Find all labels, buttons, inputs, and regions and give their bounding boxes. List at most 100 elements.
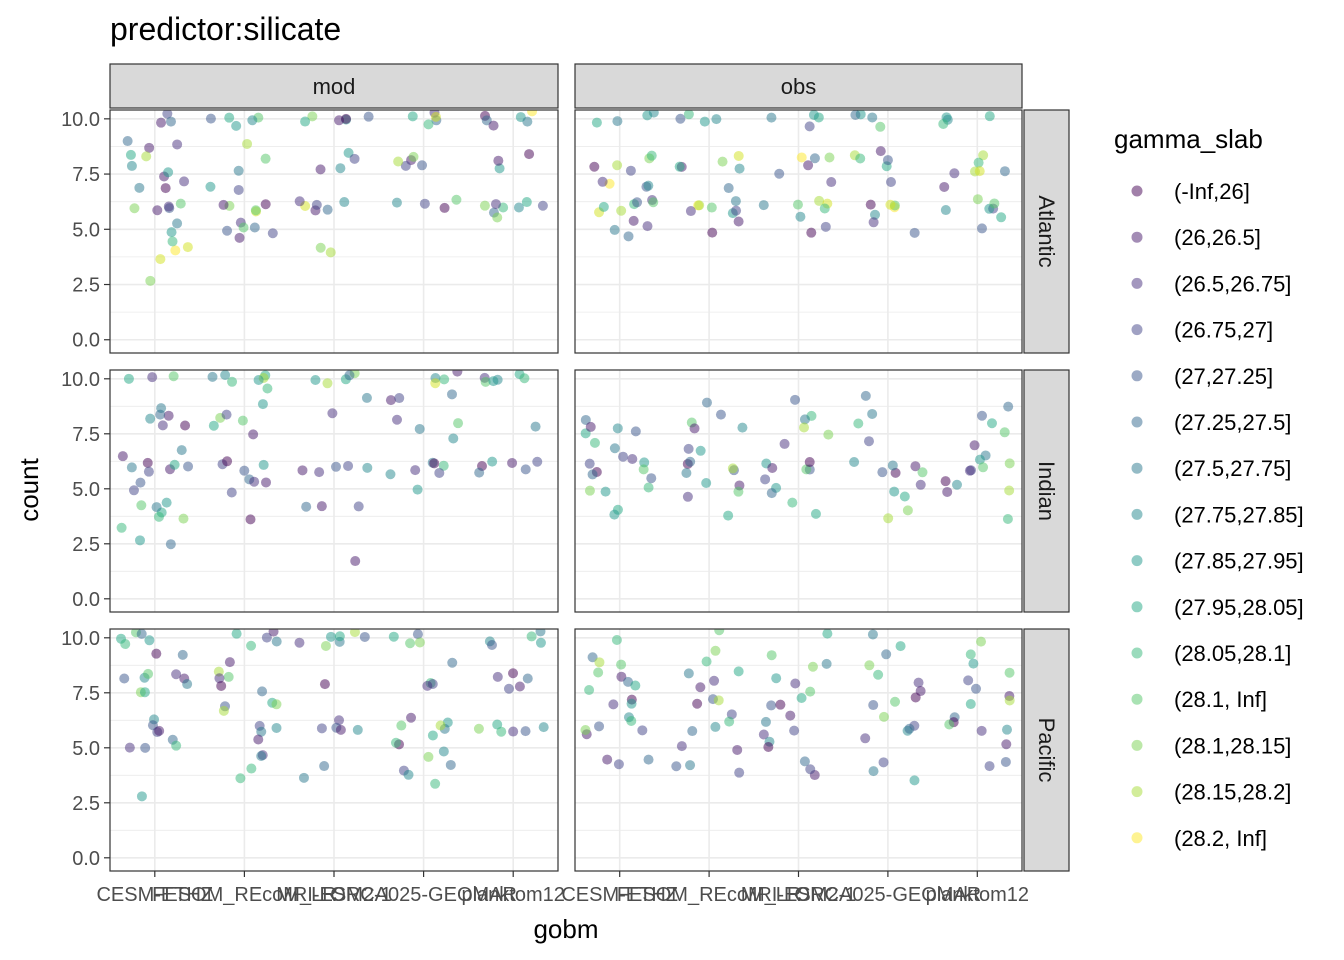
- data-point: [737, 422, 748, 433]
- data-point: [435, 720, 446, 731]
- legend-key: [1131, 416, 1143, 428]
- data-point: [207, 371, 218, 382]
- data-point: [865, 199, 876, 210]
- data-point: [315, 164, 326, 175]
- data-point: [145, 275, 156, 286]
- data-point: [1004, 485, 1015, 496]
- legend-key: [1131, 739, 1143, 751]
- data-point: [492, 212, 503, 223]
- data-point: [675, 113, 686, 124]
- data-point: [628, 215, 639, 226]
- data-point: [766, 488, 777, 499]
- data-point: [699, 116, 710, 127]
- data-point: [819, 203, 830, 214]
- data-point: [676, 741, 687, 752]
- x-tick-label: CESM-ETHZ: [561, 884, 678, 906]
- data-point: [942, 486, 953, 497]
- legend-label: (28.2, Inf]: [1174, 826, 1267, 851]
- y-tick-label: 2.5: [72, 275, 100, 297]
- data-point: [584, 485, 595, 496]
- data-point: [625, 165, 636, 176]
- data-point: [609, 509, 620, 520]
- data-point: [119, 673, 130, 684]
- legend-key: [1131, 508, 1143, 520]
- data-point: [335, 724, 346, 735]
- data-point: [805, 764, 816, 775]
- data-point: [427, 730, 438, 741]
- data-point: [790, 394, 801, 405]
- axes: 0.0 2.5 5.0 7.5 10.0 0.0 2.5 5.0 7.5 10.0 0.0 2.5 5.…: [61, 109, 1029, 906]
- x-tick-label: planktom12: [926, 884, 1029, 906]
- data-point: [584, 685, 595, 696]
- data-point: [589, 437, 600, 448]
- data-point: [261, 632, 272, 643]
- data-point: [796, 152, 807, 163]
- data-point: [616, 659, 627, 670]
- data-point: [913, 677, 924, 688]
- legend-item: (26.5,26.75]: [1131, 271, 1291, 296]
- data-point: [1000, 756, 1011, 767]
- data-point: [260, 153, 271, 164]
- data-point: [774, 168, 785, 179]
- data-point: [823, 429, 834, 440]
- legend-key: [1131, 370, 1143, 382]
- data-point: [172, 218, 183, 229]
- data-point: [446, 389, 457, 400]
- data-point: [353, 501, 364, 512]
- data-point: [860, 733, 871, 744]
- data-point: [648, 197, 659, 208]
- legend-label: (27.5,27.75]: [1174, 456, 1291, 481]
- data-point: [361, 392, 372, 403]
- row-strip-label: Atlantic: [1034, 195, 1059, 267]
- data-point: [126, 462, 137, 473]
- data-point: [875, 146, 886, 157]
- data-point: [877, 467, 888, 478]
- legend-key: [1131, 832, 1143, 844]
- data-point: [339, 197, 350, 208]
- data-point: [147, 372, 158, 383]
- data-point: [714, 629, 725, 636]
- data-point: [496, 726, 507, 737]
- legend-key: [1131, 555, 1143, 567]
- data-point: [414, 423, 425, 434]
- data-point: [805, 686, 816, 697]
- data-point: [155, 254, 166, 265]
- legend-key: [1131, 601, 1143, 613]
- data-point: [408, 151, 419, 162]
- data-point: [976, 725, 987, 736]
- data-point: [864, 660, 875, 671]
- data-point: [806, 227, 817, 238]
- data-point: [710, 721, 721, 732]
- data-point: [341, 113, 352, 124]
- data-point: [473, 723, 484, 734]
- data-point: [249, 476, 260, 487]
- data-point: [758, 729, 769, 740]
- legend-item: (27.25,27.5]: [1131, 410, 1291, 435]
- data-point: [134, 182, 145, 193]
- data-point: [711, 114, 722, 125]
- data-point: [899, 491, 910, 502]
- data-point: [256, 750, 267, 761]
- data-point: [513, 202, 524, 213]
- data-point: [723, 183, 734, 194]
- data-point: [152, 205, 163, 216]
- data-point: [438, 460, 449, 471]
- data-point: [965, 699, 976, 710]
- y-tick-label: 2.5: [72, 534, 100, 556]
- data-point: [999, 427, 1010, 438]
- data-point: [775, 699, 786, 710]
- data-point: [417, 160, 428, 171]
- data-point: [701, 656, 712, 667]
- points: [122, 110, 548, 286]
- x-tick-label: planktom12: [461, 884, 564, 906]
- data-point: [310, 375, 321, 386]
- data-point: [294, 196, 305, 207]
- legend-label: (-Inf,26]: [1174, 179, 1250, 204]
- data-point: [453, 418, 464, 429]
- data-point: [730, 196, 741, 207]
- legend-label: (28.1,28.15]: [1174, 733, 1291, 758]
- points: [580, 629, 1015, 786]
- data-point: [643, 180, 654, 191]
- data-point: [732, 744, 743, 755]
- data-point: [479, 200, 490, 211]
